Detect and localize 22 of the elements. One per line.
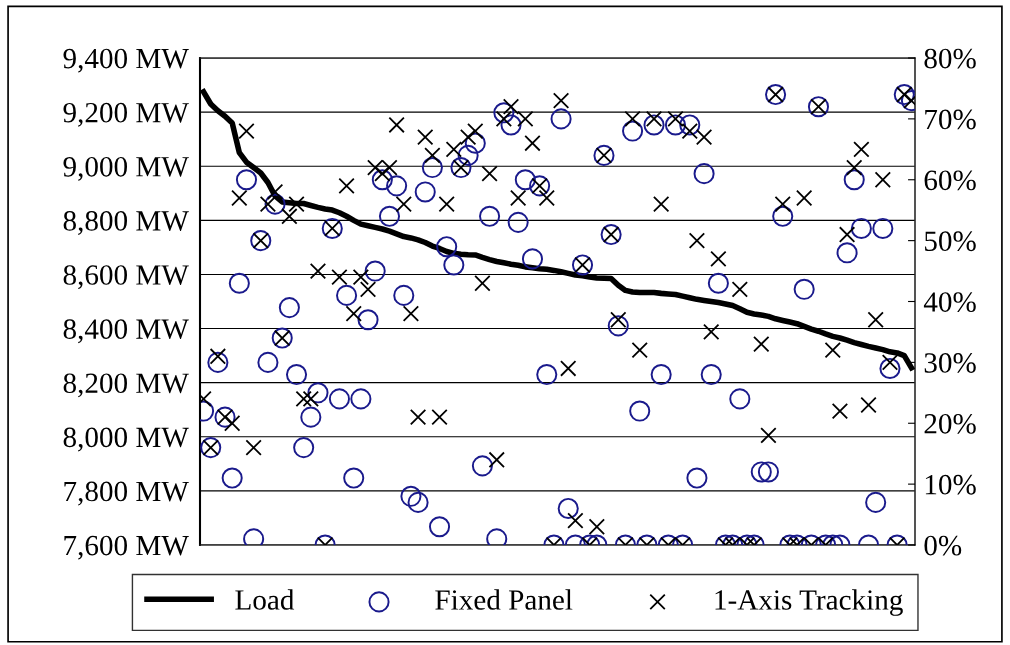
y-tick-label: 9,000 MW [63, 156, 189, 181]
y2-tick-label: 10% [925, 474, 976, 495]
y-tick-label: 8,800 MW [63, 211, 189, 235]
legend-label: Fixed Panel [435, 589, 573, 610]
y-tick-label: 9,400 MW [63, 48, 189, 73]
y-tick-label: 8,200 MW [63, 373, 189, 398]
y-tick-label: 8,400 MW [63, 319, 189, 344]
y2-tick-label: 70% [925, 109, 976, 130]
y-tick-label: 7,600 MW [64, 535, 189, 560]
y-tick-label: 8,600 MW [63, 265, 189, 290]
y2-tick-label: 20% [924, 413, 976, 434]
y2-tick-label: 60% [924, 170, 976, 191]
y2-tick-label: 40% [923, 292, 976, 312]
y-tick-label: 9,200 MW [63, 102, 189, 127]
y2-tick-label: 0% [924, 535, 962, 556]
y-tick-label: 7,800 MW [64, 481, 189, 506]
y2-tick-label: 50% [925, 231, 976, 252]
legend-label: 1-Axis Tracking [715, 589, 903, 616]
y-tick-label: 8,000 MW [63, 427, 189, 452]
y2-tick-label: 80% [924, 48, 976, 69]
y2-tick-label: 30% [924, 353, 976, 373]
legend-label: Load [235, 589, 295, 610]
